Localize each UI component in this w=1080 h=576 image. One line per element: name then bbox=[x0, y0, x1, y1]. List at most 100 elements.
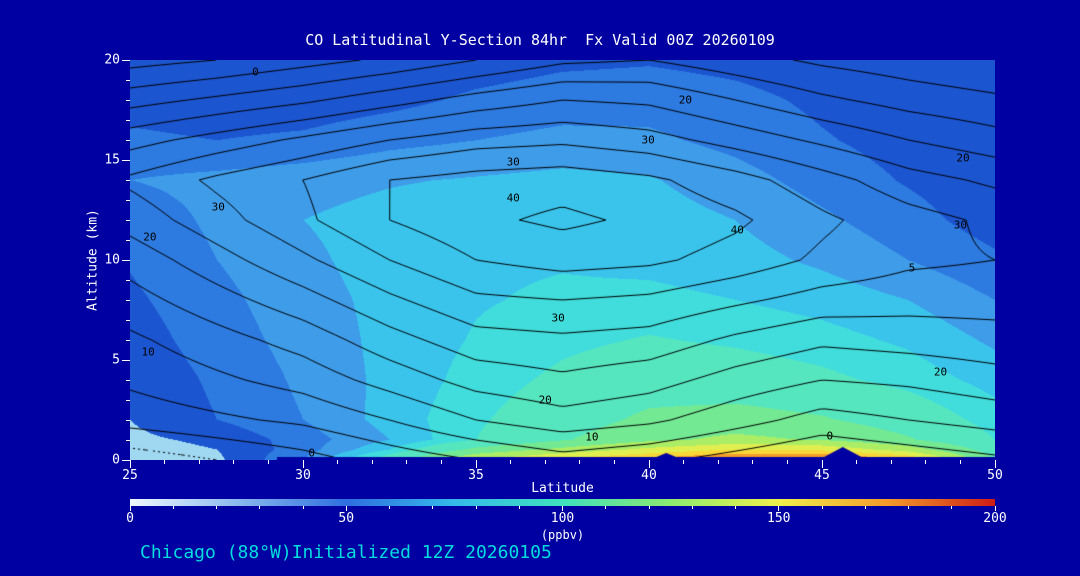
colorbar-minor-tick-mark bbox=[648, 506, 650, 509]
y-minor-tick-mark bbox=[126, 419, 130, 421]
contour-label: 40 bbox=[730, 223, 744, 237]
x-minor-tick-mark bbox=[337, 460, 339, 464]
y-minor-tick-mark bbox=[126, 99, 130, 101]
y-tick-mark bbox=[122, 459, 130, 461]
contour-heatmap-canvas bbox=[130, 60, 995, 460]
colorbar-minor-tick-mark bbox=[389, 506, 390, 509]
contour-label: 0 bbox=[252, 65, 259, 79]
contour-label: 20 bbox=[538, 393, 552, 407]
x-minor-tick-mark bbox=[544, 460, 546, 464]
x-tick-mark bbox=[821, 460, 823, 468]
x-minor-tick-mark bbox=[267, 460, 269, 464]
x-tick-mark bbox=[302, 460, 304, 468]
x-minor-tick-mark bbox=[371, 460, 373, 464]
contour-label: 0 bbox=[826, 429, 834, 443]
y-axis-label: Altitude (km) bbox=[85, 209, 101, 311]
colorbar-minor-tick-mark bbox=[432, 506, 434, 509]
contour-label: 5 bbox=[908, 261, 916, 275]
footer-run-info: Chicago (88°W)Initialized 12Z 20260105 bbox=[140, 542, 552, 563]
colorbar-minor-tick-mark bbox=[864, 506, 866, 509]
x-tick-mark bbox=[475, 460, 477, 468]
contour-label: 10 bbox=[585, 430, 599, 444]
y-minor-tick-mark bbox=[126, 199, 130, 201]
y-minor-tick-mark bbox=[126, 219, 130, 221]
x-minor-tick-mark bbox=[440, 460, 442, 464]
x-minor-tick-mark bbox=[233, 460, 235, 464]
colorbar-labels: 0 50 100 150 200 bbox=[126, 511, 1007, 527]
x-minor-tick-mark bbox=[164, 460, 166, 464]
y-minor-tick-mark bbox=[126, 79, 130, 81]
x-minor-tick-mark bbox=[717, 460, 719, 464]
x-tick-label: 50 bbox=[987, 468, 1003, 483]
x-minor-tick-mark bbox=[613, 460, 615, 464]
colorbar-tick-mark bbox=[778, 506, 780, 511]
plot-area: 0 20 30 30 40 40 30 20 20 30 5 30 10 20 20 10 0 0 25 30 35 4… bbox=[104, 53, 1002, 484]
colorbar-tick-label: 150 bbox=[767, 511, 791, 526]
colorbar-ticks bbox=[129, 506, 996, 512]
y-tick-label: 0 bbox=[112, 452, 120, 468]
x-minor-tick-mark bbox=[786, 460, 788, 464]
chart-title: CO Latitudinal Y-Section 84hr Fx Valid 0… bbox=[305, 31, 775, 49]
y-minor-tick-mark bbox=[126, 299, 130, 301]
x-minor-tick-mark bbox=[198, 460, 200, 464]
colorbar-minor-tick-mark bbox=[821, 506, 823, 509]
contour-label: 30 bbox=[953, 218, 968, 232]
y-tick-label: 15 bbox=[104, 152, 120, 168]
colorbar-minor-tick-mark bbox=[302, 506, 304, 509]
contour-label: 30 bbox=[211, 200, 225, 214]
x-tick-mark bbox=[648, 460, 650, 468]
colorbar-tick-label: 0 bbox=[126, 511, 134, 526]
y-minor-tick-mark bbox=[126, 279, 130, 281]
x-tick-label: 45 bbox=[814, 468, 830, 483]
contour-label: 0 bbox=[308, 446, 315, 460]
y-minor-tick-mark bbox=[126, 119, 130, 121]
colorbar-tick-mark bbox=[345, 506, 347, 511]
x-minor-tick-mark bbox=[925, 460, 927, 464]
y-tick-mark bbox=[122, 259, 130, 261]
x-minor-tick-mark bbox=[406, 460, 408, 464]
y-minor-tick-mark bbox=[126, 179, 130, 181]
y-minor-tick-mark bbox=[126, 239, 130, 241]
colorbar-tick-label: 200 bbox=[983, 511, 1007, 526]
colorbar-minor-tick-mark bbox=[518, 506, 520, 509]
contour-label: 20 bbox=[956, 151, 970, 165]
contour-label: 30 bbox=[641, 133, 655, 147]
y-minor-tick-mark bbox=[126, 439, 130, 441]
x-minor-tick-mark bbox=[890, 460, 892, 464]
y-tick-label: 5 bbox=[112, 352, 120, 368]
colorbar-minor-tick-mark bbox=[951, 506, 953, 509]
contour-label: 20 bbox=[933, 365, 948, 379]
x-tick-label: 40 bbox=[641, 468, 657, 483]
contour-label: 40 bbox=[506, 191, 520, 205]
y-minor-tick-mark bbox=[126, 379, 130, 381]
colorbar-minor-tick-mark bbox=[172, 506, 174, 509]
colorbar-tick-mark bbox=[994, 506, 996, 511]
colorbar-tick-mark bbox=[129, 506, 131, 511]
contour-label: 10 bbox=[141, 345, 155, 359]
colorbar-minor-tick-mark bbox=[259, 506, 261, 509]
colorbar-gradient bbox=[130, 499, 995, 506]
y-tick-label: 10 bbox=[104, 252, 120, 268]
y-minor-tick-mark bbox=[126, 319, 130, 321]
colorbar-tick-mark bbox=[562, 506, 563, 511]
y-tick-mark bbox=[122, 59, 130, 61]
contour-label: 20 bbox=[678, 93, 692, 107]
colorbar-minor-tick-mark bbox=[605, 506, 607, 509]
x-tick-label: 25 bbox=[122, 468, 138, 483]
x-minor-tick-mark bbox=[579, 460, 581, 464]
x-minor-tick-mark bbox=[683, 460, 685, 464]
y-minor-tick-mark bbox=[126, 339, 130, 341]
x-tick-mark bbox=[994, 460, 996, 468]
colorbar-tick-label: 50 bbox=[338, 511, 355, 526]
x-minor-tick-mark bbox=[856, 460, 858, 464]
contour-label: 30 bbox=[551, 311, 565, 325]
y-minor-tick-mark bbox=[126, 399, 130, 401]
x-minor-tick-mark bbox=[959, 460, 961, 464]
colorbar-units-label: (ppbv) bbox=[540, 528, 585, 542]
x-tick-label: 35 bbox=[468, 468, 484, 483]
colorbar-minor-tick-mark bbox=[216, 506, 217, 509]
colorbar-tick-label: 100 bbox=[550, 511, 575, 526]
colorbar-minor-tick-mark bbox=[908, 506, 909, 509]
x-tick-mark bbox=[129, 460, 131, 468]
